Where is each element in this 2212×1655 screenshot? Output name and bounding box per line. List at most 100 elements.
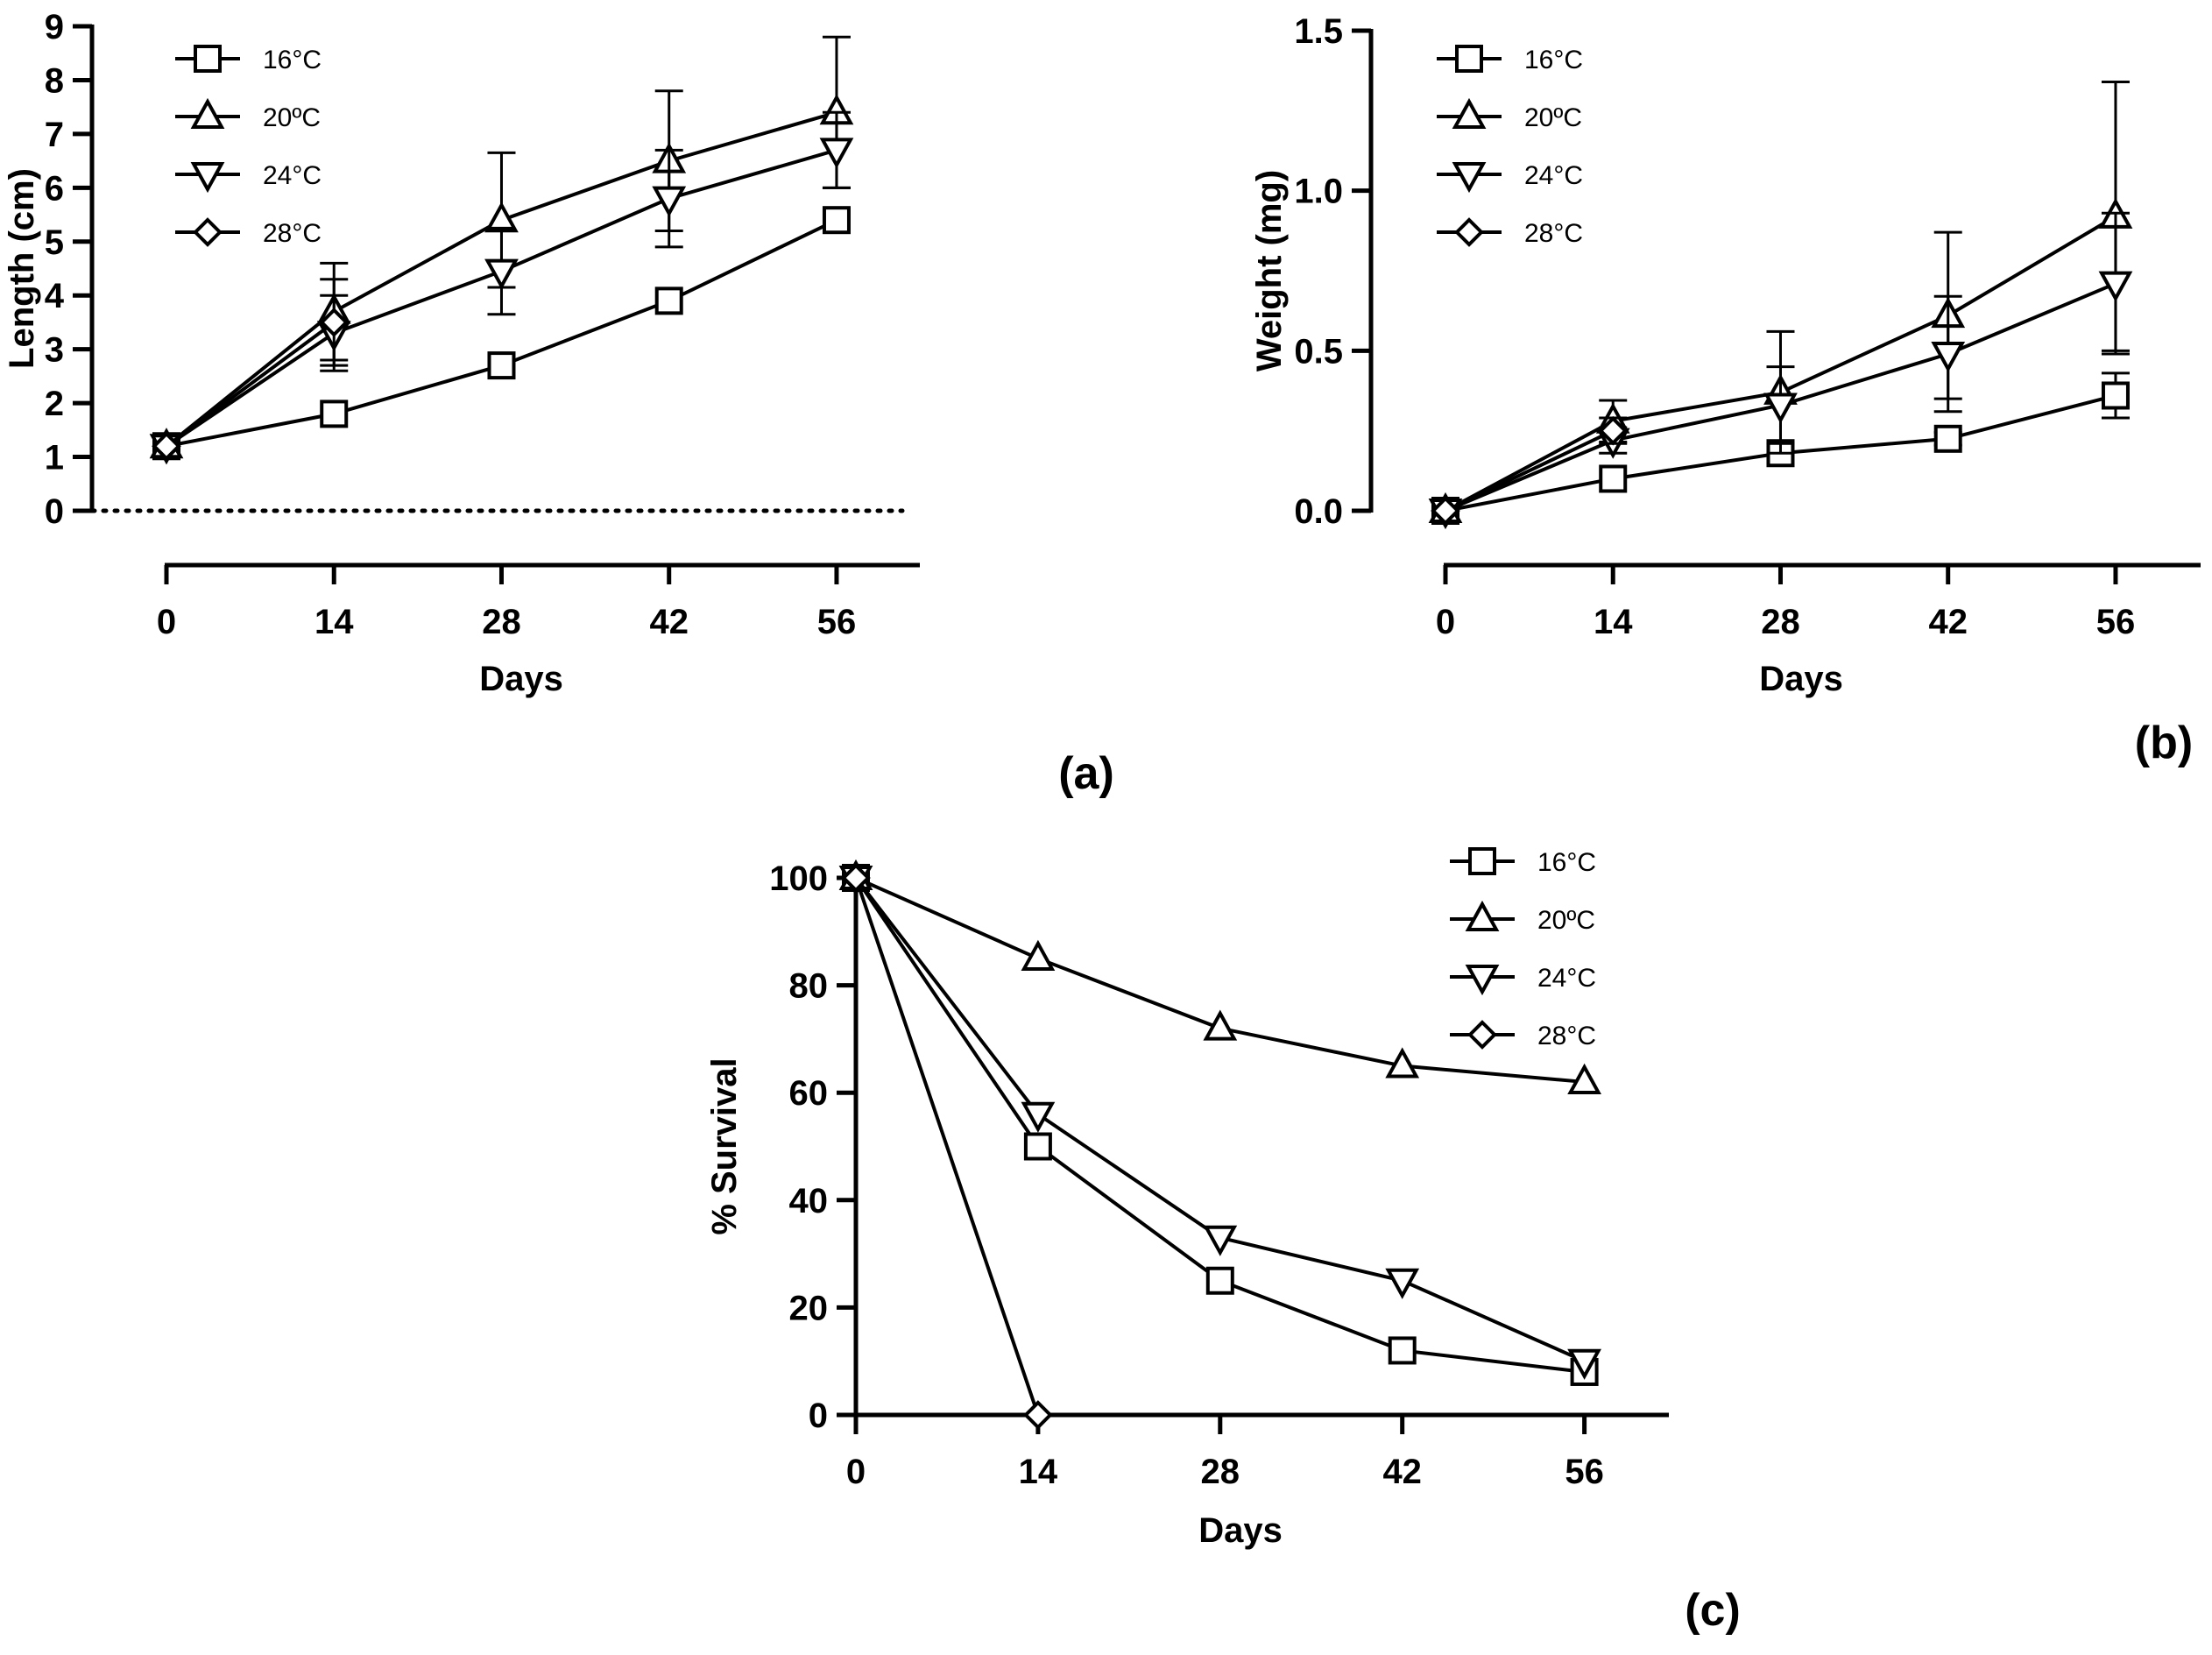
y-tick-label: 3 bbox=[45, 331, 64, 370]
y-tick-label: 6 bbox=[45, 169, 64, 208]
legend-marker-triangle-up bbox=[190, 97, 225, 129]
panel-label-c: (c) bbox=[1685, 1585, 1741, 1636]
legend-label: 28°C bbox=[263, 219, 322, 248]
series-line-3 bbox=[1445, 428, 1615, 513]
y-tick-label: 0.0 bbox=[1294, 492, 1343, 531]
legend-marker-square bbox=[1468, 847, 1496, 875]
legend-marker-triangle-down bbox=[1452, 162, 1487, 194]
legend-label: 24°C bbox=[1524, 161, 1583, 190]
x-tick-label: 56 bbox=[1565, 1453, 1604, 1491]
y-tick-label: 0.5 bbox=[1294, 332, 1343, 371]
x-axis-title: Days bbox=[479, 660, 563, 698]
data-point-triangle-down bbox=[484, 258, 519, 290]
chart-panel-b: 0.0 0.5 1.0 1.5 0 14 28 42 56 Days Weight (mg) 16°C… bbox=[1250, 12, 2201, 698]
legend-marker-square bbox=[194, 45, 222, 73]
data-point-triangle-down bbox=[1385, 1268, 1420, 1299]
legend-label: 16°C bbox=[1537, 848, 1596, 877]
legend-label: 16°C bbox=[263, 46, 322, 74]
legend-label: 28°C bbox=[1524, 219, 1583, 248]
data-point-diamond bbox=[841, 863, 871, 893]
legend-label: 16°C bbox=[1524, 46, 1583, 74]
y-axis-title: Length (cm) bbox=[3, 168, 41, 369]
y-tick-label: 20 bbox=[789, 1289, 829, 1327]
x-tick-label: 14 bbox=[314, 603, 354, 641]
y-axis-title: % Survival bbox=[705, 1057, 744, 1234]
legend-marker-diamond bbox=[1467, 1020, 1497, 1050]
x-tick-label: 42 bbox=[1928, 603, 1968, 641]
x-tick-label: 28 bbox=[1201, 1453, 1240, 1491]
y-tick-label: 7 bbox=[45, 116, 64, 154]
legend-marker-triangle-up bbox=[1452, 97, 1487, 129]
series-line-0 bbox=[854, 876, 1585, 1374]
data-point-triangle-down bbox=[1931, 341, 1966, 373]
data-point-square bbox=[1023, 1132, 1052, 1161]
data-point-triangle-down bbox=[1021, 1101, 1056, 1133]
legend-label: 20ºC bbox=[263, 103, 321, 132]
data-point-triangle-up bbox=[1021, 939, 1056, 971]
data-point-triangle-down bbox=[652, 186, 687, 217]
x-tick-label: 42 bbox=[1382, 1453, 1422, 1491]
panel-label-a: (a) bbox=[1058, 748, 1114, 799]
y-tick-label: 5 bbox=[45, 223, 64, 262]
x-tick-label: 14 bbox=[1019, 1453, 1058, 1491]
data-point-diamond bbox=[319, 308, 350, 337]
legend-label: 24°C bbox=[263, 161, 322, 190]
y-tick-label: 9 bbox=[45, 8, 64, 46]
legend-marker-triangle-down bbox=[190, 162, 225, 194]
data-point-diamond bbox=[152, 431, 181, 462]
y-tick-label: 0 bbox=[809, 1397, 828, 1435]
data-point-square bbox=[1599, 464, 1628, 493]
x-tick-label: 28 bbox=[482, 603, 521, 641]
data-point-square bbox=[2101, 381, 2130, 410]
x-tick-label: 0 bbox=[846, 1453, 866, 1491]
data-point-diamond bbox=[1023, 1400, 1053, 1430]
data-point-triangle-up bbox=[1567, 1063, 1601, 1094]
x-tick-label: 14 bbox=[1594, 603, 1633, 641]
chart-panel-c: 0 20 40 60 80 100 0 14 28 42 56 Days % Survival 16°C 2… bbox=[705, 847, 1669, 1550]
y-axis-title: Weight (mg) bbox=[1250, 170, 1289, 371]
legend-marker-triangle-down bbox=[1465, 965, 1500, 996]
y-tick-label: 4 bbox=[45, 277, 65, 315]
series-line-3 bbox=[854, 877, 1040, 1416]
data-point-triangle-down bbox=[1203, 1225, 1238, 1256]
x-axis-title: Days bbox=[1759, 660, 1843, 698]
data-point-square bbox=[822, 206, 851, 235]
data-point-triangle-down bbox=[1763, 393, 1798, 424]
data-point-square bbox=[1388, 1336, 1417, 1365]
y-tick-label: 8 bbox=[45, 61, 64, 100]
y-tick-label: 1.5 bbox=[1294, 12, 1343, 51]
x-axis-title: Days bbox=[1198, 1511, 1283, 1550]
y-tick-label: 1.0 bbox=[1294, 173, 1343, 211]
y-tick-label: 40 bbox=[789, 1182, 829, 1220]
y-tick-label: 0 bbox=[45, 492, 64, 531]
data-point-square bbox=[320, 400, 349, 428]
data-point-square bbox=[487, 351, 516, 380]
y-tick-label: 1 bbox=[45, 439, 64, 477]
panel-label-b: (b) bbox=[2135, 718, 2193, 768]
legend-marker-diamond bbox=[193, 217, 223, 247]
y-tick-label: 80 bbox=[789, 967, 829, 1006]
y-tick-label: 2 bbox=[45, 385, 64, 423]
x-tick-label: 0 bbox=[1436, 603, 1455, 641]
data-point-diamond bbox=[1431, 496, 1460, 526]
data-point-diamond bbox=[1598, 415, 1629, 446]
data-point-square bbox=[1205, 1266, 1234, 1295]
x-tick-label: 28 bbox=[1761, 603, 1800, 641]
series-line-3 bbox=[165, 321, 336, 448]
legend-marker-square bbox=[1455, 45, 1483, 73]
legend-marker-triangle-up bbox=[1465, 900, 1500, 931]
legend-label: 20ºC bbox=[1537, 906, 1595, 935]
legend-marker-diamond bbox=[1454, 217, 1484, 247]
legend-label: 28°C bbox=[1537, 1022, 1596, 1050]
data-point-square bbox=[1933, 424, 1962, 453]
x-tick-label: 42 bbox=[649, 603, 689, 641]
data-point-triangle-down bbox=[1567, 1348, 1601, 1380]
y-tick-label: 60 bbox=[789, 1074, 829, 1113]
data-point-triangle-down bbox=[2098, 271, 2133, 302]
legend-label: 20ºC bbox=[1524, 103, 1582, 132]
data-point-square bbox=[654, 286, 683, 315]
data-point-triangle-down bbox=[819, 138, 854, 169]
y-tick-label: 100 bbox=[769, 859, 828, 898]
